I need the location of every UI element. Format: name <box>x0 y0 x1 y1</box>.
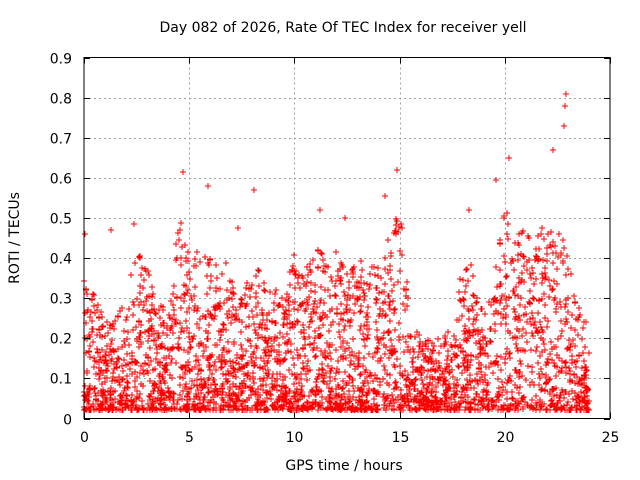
x-tick-label: 15 <box>392 430 410 446</box>
roti-outlier-point <box>108 227 114 233</box>
roti-outlier-point <box>235 225 241 231</box>
y-tick-label: 0.6 <box>50 172 72 188</box>
x-tick-label: 10 <box>286 430 304 446</box>
roti-outlier-point <box>506 155 512 161</box>
roti-outlier-point <box>251 187 257 193</box>
roti-outlier-point <box>205 183 211 189</box>
y-tick-label: 0.8 <box>50 92 72 108</box>
roti-outlier-point <box>561 123 567 129</box>
roti-outlier-point <box>342 215 348 221</box>
y-tick-label: 0.1 <box>50 372 72 388</box>
x-tick-label: 20 <box>497 430 515 446</box>
roti-point-cloud <box>81 210 592 413</box>
x-tick-label: 0 <box>80 430 89 446</box>
roti-outlier-point <box>382 193 388 199</box>
y-axis-label: ROTI / TECUs <box>7 192 23 284</box>
x-tick-label: 25 <box>602 430 620 446</box>
y-tick-label: 0.5 <box>50 212 72 228</box>
data-points <box>81 91 592 413</box>
roti-outlier-point <box>180 169 186 175</box>
roti-outlier-point <box>131 221 137 227</box>
roti-outlier-point <box>550 147 556 153</box>
x-tick-label: 5 <box>185 430 194 446</box>
y-tick-label: 0.3 <box>50 292 72 308</box>
y-tick-label: 0.4 <box>50 252 72 268</box>
axis-ticks <box>84 57 611 420</box>
y-tick-label: 0.7 <box>50 132 72 148</box>
x-axis-label: GPS time / hours <box>285 458 402 474</box>
y-tick-label: 0 <box>63 413 72 429</box>
roti-outlier-point <box>466 207 472 213</box>
roti-outlier-point <box>82 231 88 237</box>
y-tick-label: 0.2 <box>50 332 72 348</box>
plot-frame <box>83 57 611 419</box>
roti-outlier-point <box>563 91 569 97</box>
roti-outlier-point <box>317 207 323 213</box>
x-tick-labels: 0 5 10 15 20 25 <box>80 430 619 446</box>
y-tick-label: 0.9 <box>50 52 72 68</box>
roti-outlier-point <box>562 103 568 109</box>
roti-outlier-point <box>493 177 499 183</box>
roti-outlier-point <box>394 167 400 173</box>
chart-title: Day 082 of 2026, Rate Of TEC Index for r… <box>159 20 526 36</box>
y-tick-labels: 0 0.1 0.2 0.3 0.4 0.5 0.6 0.7 0.8 0.9 <box>50 52 72 429</box>
